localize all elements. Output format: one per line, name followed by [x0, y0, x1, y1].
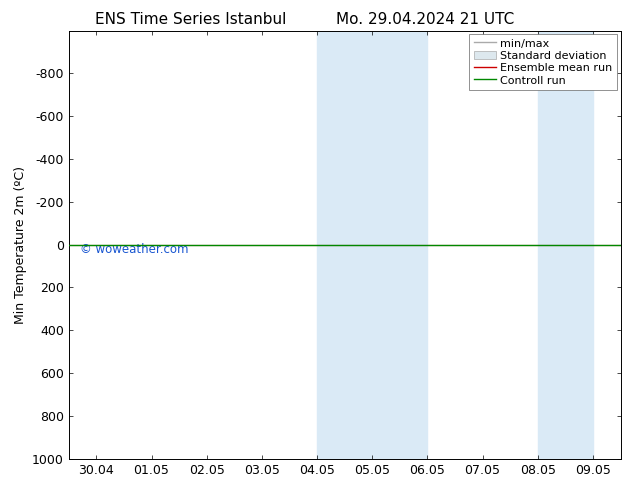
Bar: [317, 31, 427, 459]
Bar: [538, 31, 593, 459]
Text: ENS Time Series Istanbul: ENS Time Series Istanbul: [94, 12, 286, 27]
Legend: min/max, Standard deviation, Ensemble mean run, Controll run: min/max, Standard deviation, Ensemble me…: [469, 34, 617, 90]
Text: © woweather.com: © woweather.com: [80, 243, 188, 255]
Text: Mo. 29.04.2024 21 UTC: Mo. 29.04.2024 21 UTC: [335, 12, 514, 27]
Y-axis label: Min Temperature 2m (ºC): Min Temperature 2m (ºC): [13, 166, 27, 323]
